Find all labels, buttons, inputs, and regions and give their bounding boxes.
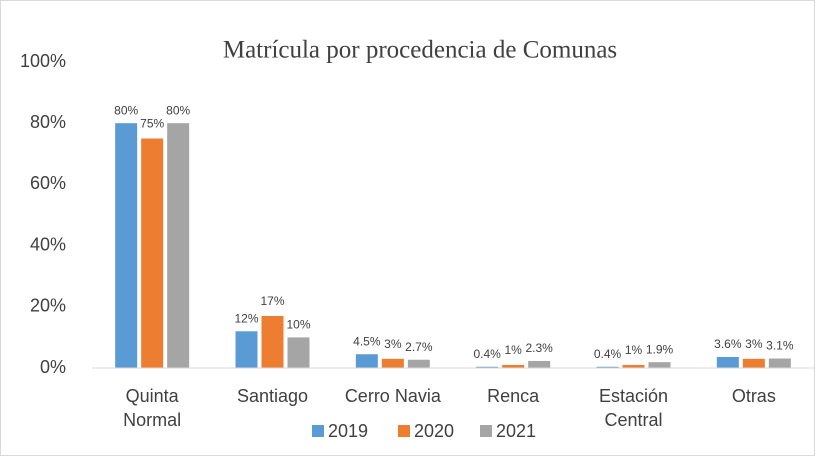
value-label: 0.4% xyxy=(594,347,622,361)
value-label: 3.6% xyxy=(714,337,742,351)
chart-title: Matrícula por procedencia de Comunas xyxy=(223,37,617,64)
bar xyxy=(261,315,284,368)
bar xyxy=(115,123,138,368)
value-label: 3% xyxy=(384,337,402,351)
value-label: 1% xyxy=(625,343,643,357)
value-label: 17% xyxy=(260,294,284,308)
bar xyxy=(287,337,310,368)
value-label: 1% xyxy=(504,343,522,357)
legend-label: 2019 xyxy=(328,421,368,441)
y-tick-label: 0% xyxy=(40,357,66,377)
value-label: 80% xyxy=(166,103,190,117)
value-label: 80% xyxy=(114,103,138,117)
bar xyxy=(235,331,258,368)
value-label: 3% xyxy=(745,337,763,351)
value-label: 1.9% xyxy=(646,342,674,356)
bar xyxy=(716,356,739,368)
bar xyxy=(407,359,430,368)
y-tick-label: 20% xyxy=(30,296,66,316)
bar xyxy=(381,358,404,368)
bar xyxy=(768,358,791,368)
x-tick-label: Otras xyxy=(731,386,776,406)
x-tick-label: Estación Central xyxy=(598,386,669,430)
legend-label: 2020 xyxy=(414,421,454,441)
bar xyxy=(622,364,645,368)
value-label: 12% xyxy=(234,311,258,325)
y-tick-label: 100% xyxy=(20,51,66,71)
y-tick-label: 40% xyxy=(30,234,66,254)
y-tick-label: 80% xyxy=(30,112,66,132)
legend-swatch xyxy=(398,425,410,437)
value-label: 2.3% xyxy=(525,341,553,355)
bar xyxy=(596,366,619,368)
bar xyxy=(355,354,378,368)
x-tick-label: Quinta Normal xyxy=(123,386,182,430)
legend-swatch xyxy=(480,425,492,437)
x-tick-label: Santiago xyxy=(236,386,309,406)
bar xyxy=(476,366,499,368)
legend-label: 2021 xyxy=(496,421,536,441)
bar xyxy=(528,360,551,368)
legend-swatch xyxy=(312,425,324,437)
value-label: 0.4% xyxy=(473,347,501,361)
bar xyxy=(502,364,525,368)
bar xyxy=(141,138,164,368)
bar xyxy=(648,362,671,368)
value-label: 75% xyxy=(140,117,164,131)
y-tick-label: 60% xyxy=(30,173,66,193)
value-label: 2.7% xyxy=(405,340,433,354)
x-tick-label: Renca xyxy=(487,386,540,406)
value-label: 10% xyxy=(286,318,310,332)
value-label: 3.1% xyxy=(766,339,794,353)
bar xyxy=(742,358,765,368)
bar xyxy=(167,123,190,368)
x-tick-label: Cerro Navia xyxy=(344,386,441,406)
value-label: 4.5% xyxy=(353,334,381,348)
